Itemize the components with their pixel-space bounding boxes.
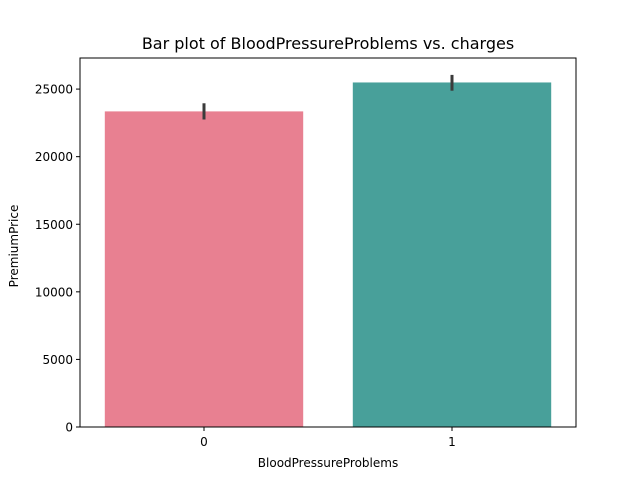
x-tick-label: 1	[448, 435, 456, 449]
bar-1	[352, 82, 552, 427]
y-tick-label: 5000	[42, 353, 73, 367]
y-axis-label: PremiumPrice	[7, 205, 21, 288]
y-tick-label: 0	[65, 421, 73, 435]
x-tick-label: 0	[200, 435, 208, 449]
chart-title: Bar plot of BloodPressureProblems vs. ch…	[142, 34, 514, 53]
plot-frame	[79, 57, 577, 428]
y-tick-label: 15000	[35, 218, 73, 232]
plot-area	[79, 57, 577, 428]
y-tick-label: 20000	[35, 150, 73, 164]
y-tick-label: 10000	[35, 285, 73, 299]
y-tick-label: 25000	[35, 83, 73, 97]
y-axis: 0 5000 10000 15000 20000 25000	[35, 83, 80, 435]
bar-0	[104, 111, 304, 427]
x-axis-label: BloodPressureProblems	[258, 456, 398, 470]
